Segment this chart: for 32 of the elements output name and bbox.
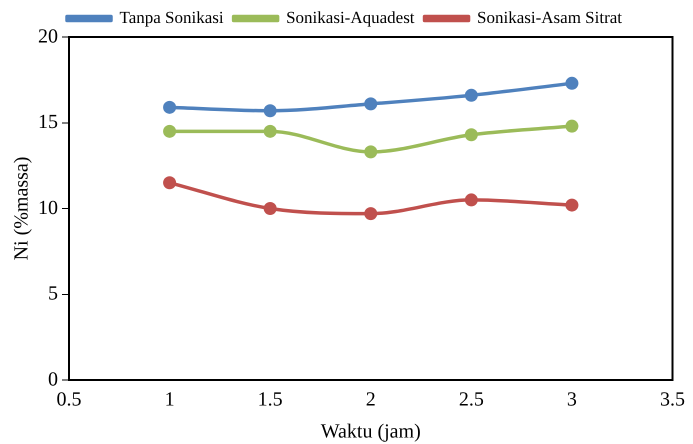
point xyxy=(163,100,176,114)
point xyxy=(565,120,578,133)
x-tick-label: 0.5 xyxy=(56,388,82,410)
point xyxy=(364,97,378,110)
point xyxy=(264,104,277,118)
x-tick-label: 1 xyxy=(164,388,175,410)
point xyxy=(464,88,478,102)
legend-label: Tanpa Sonikasi xyxy=(120,8,224,27)
x-tick-label: 2.5 xyxy=(458,388,484,410)
point xyxy=(464,128,478,142)
legend-label: Sonikasi-Asam Sitrat xyxy=(477,8,622,27)
point xyxy=(364,207,378,220)
point xyxy=(565,76,578,90)
x-tick-label: 3 xyxy=(566,388,577,410)
y-tick-label: 10 xyxy=(38,196,58,219)
point xyxy=(264,124,277,138)
point xyxy=(163,124,176,138)
y-tick-label: 20 xyxy=(38,25,58,48)
point xyxy=(163,176,176,190)
point xyxy=(464,193,478,206)
point xyxy=(565,198,578,212)
x-axis-title: Waktu (jam) xyxy=(320,420,421,442)
y-tick-label: 0 xyxy=(48,368,58,390)
point xyxy=(264,202,277,215)
y-tick-label: 15 xyxy=(38,111,58,133)
x-tick-label: 2 xyxy=(366,388,376,410)
y-tick-label: 5 xyxy=(48,282,58,304)
y-axis-title: Ni (%massa) xyxy=(10,156,32,260)
point xyxy=(364,145,378,158)
legend-label: Sonikasi-Aquadest xyxy=(286,8,415,27)
x-tick-label: 3.5 xyxy=(660,388,685,410)
x-tick-label: 1.5 xyxy=(258,388,283,410)
